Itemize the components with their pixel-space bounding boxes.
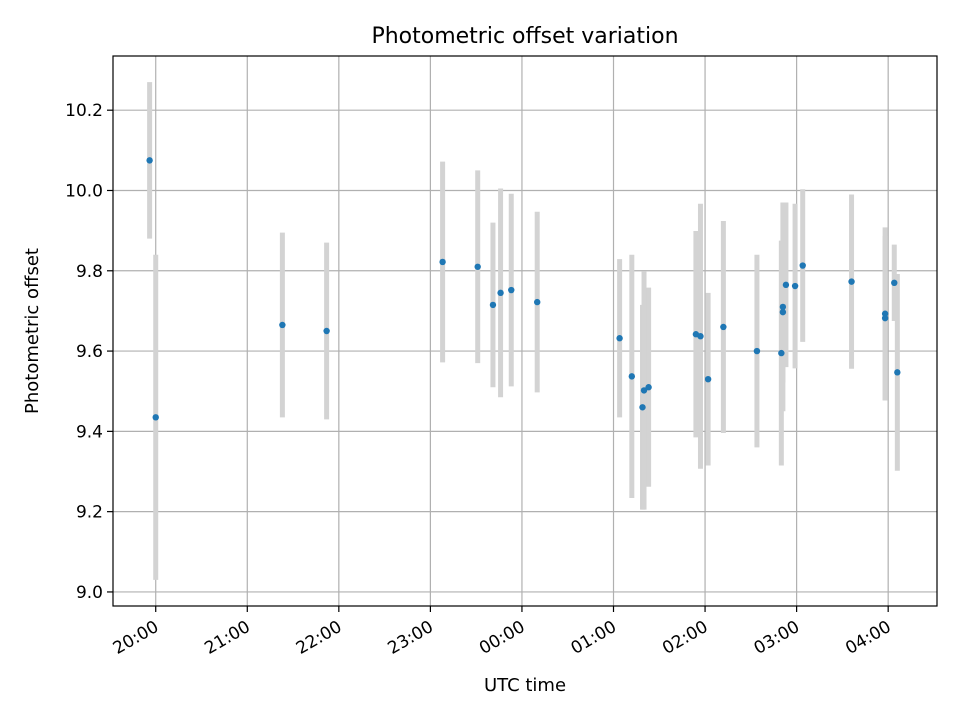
data-point (508, 286, 515, 294)
data-point (474, 263, 481, 270)
data-point (628, 373, 636, 380)
y-tick-label: 9.0 (76, 583, 103, 603)
data-point (697, 333, 704, 340)
y-tick-label: 10.2 (65, 101, 103, 121)
plot-frame (112, 55, 938, 607)
data-point (152, 414, 159, 421)
x-axis-label: UTC time (484, 675, 566, 696)
y-tick-label: 9.2 (76, 503, 103, 523)
data-point (640, 387, 648, 394)
data-point (779, 308, 787, 316)
data-point (279, 321, 286, 329)
y-tick-label: 9.8 (76, 262, 103, 282)
data-point (639, 404, 646, 411)
data-point (881, 314, 889, 322)
data-point (497, 289, 504, 297)
data-point (753, 347, 761, 355)
y-tick-label: 9.4 (76, 422, 103, 442)
y-axis-ticks: 9.0 9.2 9.4 9.6 9.8 10.0 10.2 (65, 101, 113, 603)
data-point (894, 369, 901, 376)
data-point (720, 323, 727, 331)
data-point (799, 262, 806, 269)
data-point (534, 298, 541, 306)
data-point (891, 279, 898, 287)
chart-title: Photometric offset variation (371, 24, 678, 49)
grid-lines (113, 56, 937, 606)
data-point (616, 335, 623, 342)
data-point (881, 310, 889, 317)
data-point (439, 258, 446, 266)
data-point (782, 281, 790, 289)
data-point (704, 375, 712, 383)
data-point (779, 303, 787, 311)
y-tick-label: 9.6 (76, 342, 103, 362)
data-point (848, 278, 855, 285)
data-point (778, 349, 785, 357)
data-point (489, 301, 497, 309)
data-point (146, 157, 153, 164)
data-point (645, 384, 652, 391)
data-point (323, 327, 330, 335)
y-tick-label: 10.0 (65, 181, 103, 201)
y-axis-label: Photometric offset (22, 248, 43, 414)
data-point (791, 282, 799, 290)
data-points (146, 157, 901, 421)
